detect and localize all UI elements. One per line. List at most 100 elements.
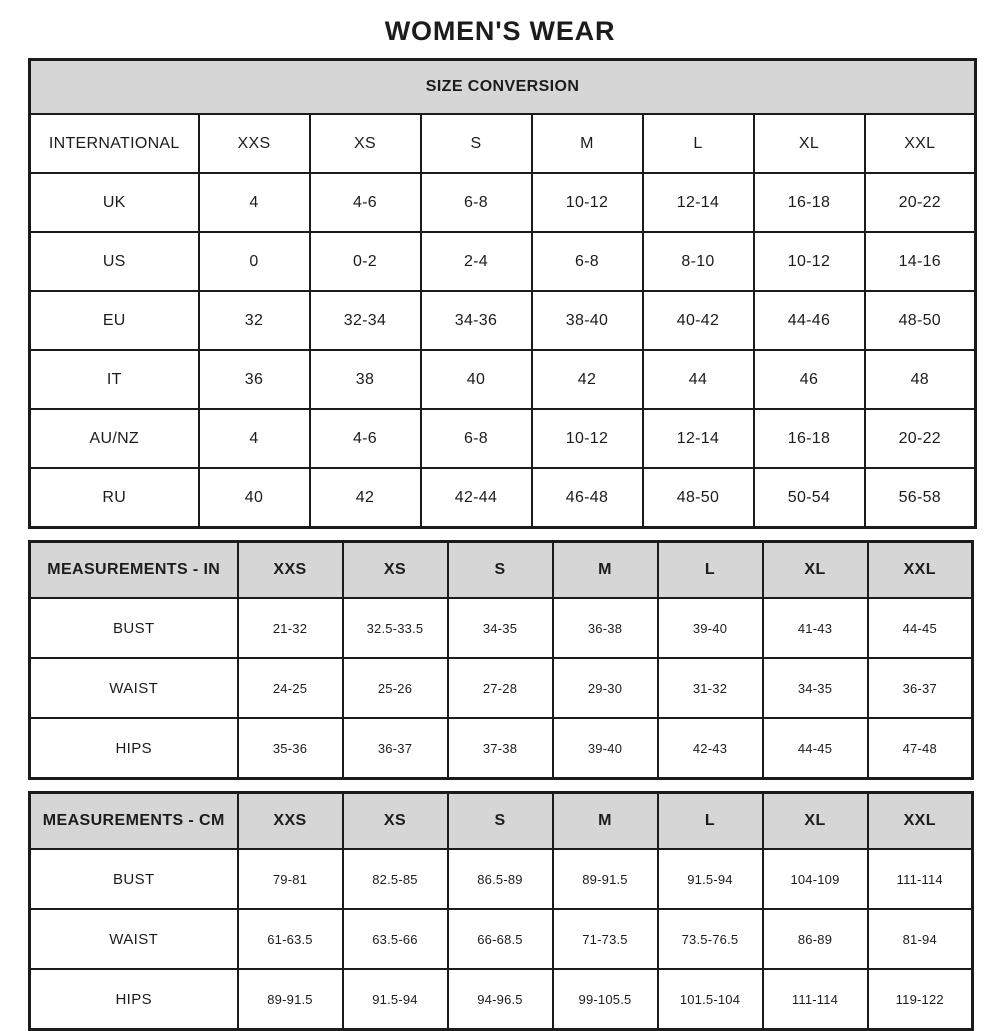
value-cell: 20-22: [863, 408, 977, 469]
value-cell: 6-8: [530, 231, 644, 292]
table-banner: SIZE CONVERSION: [28, 58, 977, 115]
column-header-label: MEASUREMENTS - IN: [28, 540, 239, 599]
value-cell: 46-48: [530, 467, 644, 529]
value-cell: 12-14: [641, 172, 755, 233]
value-cell: 36: [197, 349, 311, 410]
column-header-size: S: [446, 791, 554, 850]
value-cell: 25-26: [341, 657, 449, 719]
size-conversion-table: SIZE CONVERSION INTERNATIONAL XXS XS S M L XL XX…: [28, 58, 978, 529]
value-cell: 10-12: [530, 408, 644, 469]
value-cell: 66-68.5: [446, 908, 554, 970]
value-cell: 4: [197, 172, 311, 233]
row-label: US: [28, 231, 200, 292]
value-cell: 16-18: [752, 172, 866, 233]
table-row: HIPS 35-36 36-37 37-38 39-40 42-43 44-45 47-48: [28, 717, 974, 780]
column-header-size: XS: [341, 540, 449, 599]
value-cell: 79-81: [236, 848, 344, 910]
value-cell: 24-25: [236, 657, 344, 719]
value-cell: 34-35: [446, 597, 554, 659]
column-header-size: M: [530, 113, 644, 174]
row-label: EU: [28, 290, 200, 351]
value-cell: 48-50: [863, 290, 977, 351]
value-cell: 12-14: [641, 408, 755, 469]
column-header-label: MEASUREMENTS - CM: [28, 791, 239, 850]
row-label: WAIST: [28, 657, 239, 719]
value-cell: 20-22: [863, 172, 977, 233]
page-title: WOMEN'S WEAR: [384, 16, 616, 46]
table-row: EU 32 32-34 34-36 38-40 40-42 44-46 48-50: [28, 290, 977, 351]
value-cell: 82.5-85: [341, 848, 449, 910]
value-cell: 101.5-104: [656, 968, 764, 1031]
value-cell: 21-32: [236, 597, 344, 659]
value-cell: 44-45: [866, 597, 974, 659]
row-label: BUST: [28, 848, 239, 910]
row-label: IT: [28, 349, 200, 410]
value-cell: 99-105.5: [551, 968, 659, 1031]
value-cell: 10-12: [752, 231, 866, 292]
value-cell: 94-96.5: [446, 968, 554, 1031]
table-row: WAIST 61-63.5 63.5-66 66-68.5 71-73.5 73.5-76…: [28, 908, 974, 970]
value-cell: 86.5-89: [446, 848, 554, 910]
value-cell: 89-91.5: [236, 968, 344, 1031]
value-cell: 41-43: [761, 597, 869, 659]
value-cell: 0-2: [308, 231, 422, 292]
table-row: US 0 0-2 2-4 6-8 8-10 10-12 14-16: [28, 231, 977, 292]
value-cell: 6-8: [419, 172, 533, 233]
value-cell: 104-109: [761, 848, 869, 910]
value-cell: 39-40: [656, 597, 764, 659]
column-header-size: L: [641, 113, 755, 174]
value-cell: 32: [197, 290, 311, 351]
value-cell: 86-89: [761, 908, 869, 970]
value-cell: 27-28: [446, 657, 554, 719]
column-header-size: XL: [752, 113, 866, 174]
column-header-size: XXL: [866, 540, 974, 599]
value-cell: 42-44: [419, 467, 533, 529]
value-cell: 36-37: [866, 657, 974, 719]
value-cell: 4-6: [308, 172, 422, 233]
column-header-size: XS: [308, 113, 422, 174]
column-header-size: XL: [761, 540, 869, 599]
value-cell: 10-12: [530, 172, 644, 233]
column-header-label: INTERNATIONAL: [28, 113, 200, 174]
column-header-size: L: [656, 791, 764, 850]
value-cell: 31-32: [656, 657, 764, 719]
measurements-cm-grid: MEASUREMENTS - CM XXS XS S M L XL XXL BUST 79-81 8…: [28, 791, 974, 1031]
value-cell: 40: [419, 349, 533, 410]
table-row: HIPS 89-91.5 91.5-94 94-96.5 99-105.5 101.5-1…: [28, 968, 974, 1031]
value-cell: 81-94: [866, 908, 974, 970]
row-label: BUST: [28, 597, 239, 659]
row-label: RU: [28, 467, 200, 529]
value-cell: 42-43: [656, 717, 764, 780]
value-cell: 4-6: [308, 408, 422, 469]
table-row: WAIST 24-25 25-26 27-28 29-30 31-32 34-35 36-37: [28, 657, 974, 719]
value-cell: 42: [530, 349, 644, 410]
value-cell: 0: [197, 231, 311, 292]
value-cell: 32-34: [308, 290, 422, 351]
value-cell: 39-40: [551, 717, 659, 780]
value-cell: 44: [641, 349, 755, 410]
row-label: UK: [28, 172, 200, 233]
column-header-size: XXL: [863, 113, 977, 174]
value-cell: 36-37: [341, 717, 449, 780]
value-cell: 8-10: [641, 231, 755, 292]
column-header-size: S: [419, 113, 533, 174]
column-header-size: XXS: [197, 113, 311, 174]
value-cell: 46: [752, 349, 866, 410]
value-cell: 44-46: [752, 290, 866, 351]
value-cell: 119-122: [866, 968, 974, 1031]
value-cell: 2-4: [419, 231, 533, 292]
value-cell: 38: [308, 349, 422, 410]
column-header-size: S: [446, 540, 554, 599]
value-cell: 36-38: [551, 597, 659, 659]
value-cell: 32.5-33.5: [341, 597, 449, 659]
column-header-size: XXS: [236, 540, 344, 599]
value-cell: 4: [197, 408, 311, 469]
value-cell: 111-114: [866, 848, 974, 910]
value-cell: 6-8: [419, 408, 533, 469]
value-cell: 63.5-66: [341, 908, 449, 970]
table-row: AU/NZ 4 4-6 6-8 10-12 12-14 16-18 20-22: [28, 408, 977, 469]
value-cell: 35-36: [236, 717, 344, 780]
value-cell: 56-58: [863, 467, 977, 529]
column-header-size: XL: [761, 791, 869, 850]
column-header-size: XS: [341, 791, 449, 850]
